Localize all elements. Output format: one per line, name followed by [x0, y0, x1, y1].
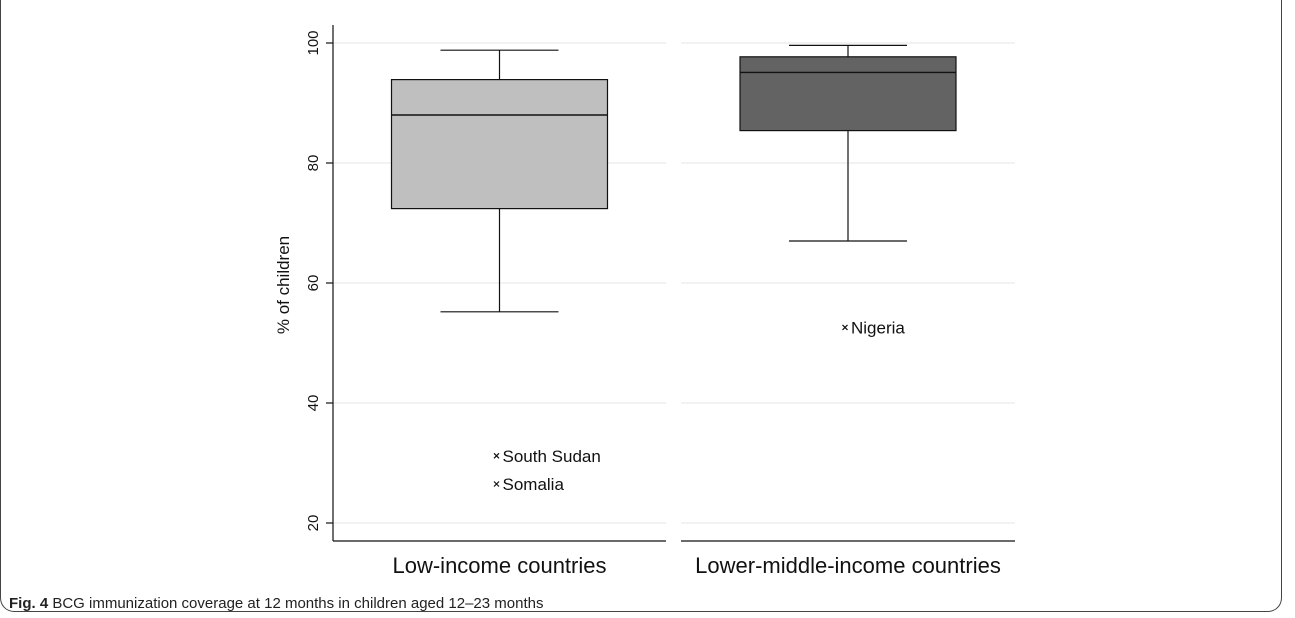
outlier-label: Somalia — [503, 475, 565, 494]
caption-label: Fig. 4 — [9, 595, 49, 612]
box-group: Nigeria Lower-middle-income countries — [695, 44, 1001, 578]
figure-caption: Fig. 4 BCG immunization coverage at 12 m… — [9, 595, 543, 612]
y-tick-label: 20 — [305, 515, 322, 532]
outlier-marker — [493, 452, 500, 459]
outlier-marker — [842, 324, 848, 331]
box-group: South Sudan Somalia Low-income countries — [390, 49, 609, 578]
iqr-box — [390, 78, 609, 210]
y-axis-label: % of children — [274, 236, 293, 334]
y-axis: 20 40 60 80 100 — [305, 25, 1015, 542]
y-tick-label: 40 — [305, 395, 322, 412]
x-category-label: Lower-middle-income countries — [695, 553, 1001, 578]
outlier-label: Nigeria — [851, 318, 905, 337]
x-category-label: Low-income countries — [393, 553, 607, 578]
outlier-marker — [493, 481, 500, 487]
y-tick-label: 80 — [305, 155, 322, 172]
y-tick-label: 100 — [305, 30, 322, 55]
iqr-box — [739, 56, 957, 132]
caption-text: BCG immunization coverage at 12 months i… — [48, 595, 544, 612]
boxes: South Sudan Somalia Low-income countries Ni… — [390, 44, 1001, 578]
outlier-label: South Sudan — [503, 447, 601, 466]
y-tick-label: 60 — [305, 275, 322, 292]
